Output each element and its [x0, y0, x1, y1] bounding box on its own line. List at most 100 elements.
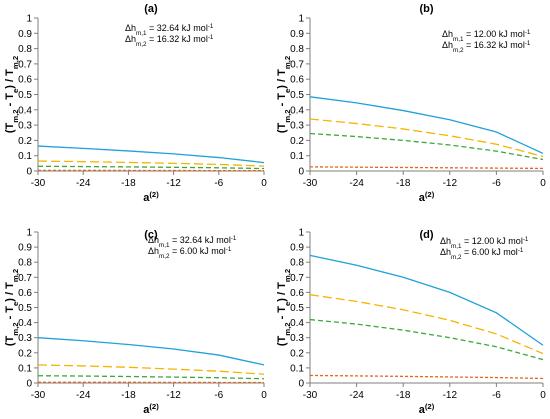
y-tick-label: 1	[298, 14, 304, 25]
annotation-dh-2: Δhm,2 = 6.00 kJ mol-1	[148, 246, 232, 260]
chart-panel-b: 0 0.1 0.2 0.3 0.4 0.5 0.6 0.7 0.8 0.9 1 -30 -24 -18 -1…	[276, 3, 546, 204]
series-line-1	[37, 145, 265, 164]
y-tick-label: 0.5	[290, 90, 304, 101]
y-tick-label: 0	[298, 379, 304, 390]
x-tick-label: -24	[349, 178, 364, 189]
x-tick-label: -12	[166, 390, 181, 401]
y-tick-label: 0.1	[290, 363, 304, 374]
y-tick-label: 0	[26, 379, 32, 390]
series-line-3	[309, 318, 544, 361]
series-line-1	[309, 254, 544, 346]
annotation-dh-2: Δhm,2 = 16.32 kJ mol-1	[125, 34, 214, 48]
chart-panel-c: 0 0.1 0.2 0.3 0.4 0.5 0.6 0.7 0.8 0.9 1 -30 -24 -18 -1…	[4, 228, 267, 417]
x-tick-label: -18	[396, 178, 411, 189]
y-tick-label: 0.9	[290, 29, 304, 40]
x-tick-label: -12	[443, 390, 458, 401]
panel-title: (d)	[419, 229, 433, 241]
y-tick-label: 0.1	[290, 151, 304, 162]
chart-panel-a: 0 0.1 0.2 0.3 0.4 0.5 0.6 0.7 0.8 0.9 1 -30 -24 -18 -1…	[4, 3, 267, 204]
x-tick-label: -18	[121, 178, 136, 189]
y-tick-label: 0.8	[290, 258, 304, 269]
series-line-3	[309, 132, 544, 161]
x-axis-label: a(2)	[143, 190, 159, 205]
y-tick-label: 0.6	[18, 75, 32, 86]
x-tick-label: -18	[396, 390, 411, 401]
x-tick-label: -6	[214, 178, 223, 189]
y-tick-label: 0.4	[18, 318, 32, 329]
series-line-2	[309, 294, 544, 355]
series-line-1	[37, 337, 265, 366]
series-line-3	[37, 165, 265, 170]
panel-title: (c)	[144, 229, 158, 241]
y-tick-label: 0.3	[290, 121, 304, 132]
x-tick-label: -6	[492, 178, 501, 189]
series-line-2	[37, 364, 265, 375]
x-tick-label: 0	[261, 178, 267, 189]
y-tick-label: 0.8	[18, 258, 32, 269]
y-tick-label: 0.6	[290, 288, 304, 299]
y-tick-label: 0.7	[290, 59, 304, 70]
y-tick-label: 0.6	[18, 288, 32, 299]
y-tick-label: 0	[26, 167, 32, 178]
y-tick-label: 0.2	[290, 136, 304, 147]
annotation-dh-1: Δhm,1 = 32.64 kJ mol-1	[148, 235, 237, 249]
y-tick-label: 0.3	[18, 121, 32, 132]
y-axis-label: (Tm,2 - Te) / Tm,2	[4, 269, 20, 346]
x-tick-label: -18	[121, 390, 136, 401]
x-tick-label: -24	[76, 178, 91, 189]
series-line-4	[309, 166, 544, 170]
y-tick-label: 1	[26, 14, 32, 25]
x-tick-label: -30	[303, 178, 318, 189]
y-tick-label: 0.5	[18, 90, 32, 101]
y-tick-label: 1	[26, 228, 32, 239]
annotation-dh-2: Δhm,2 = 6.00 kJ mol-1	[440, 247, 524, 261]
x-axis-label: a(2)	[143, 402, 159, 417]
y-tick-label: 0.7	[290, 273, 304, 284]
series-line-2	[37, 160, 265, 167]
y-tick-label: 0.9	[18, 29, 32, 40]
x-tick-label: -24	[349, 390, 364, 401]
y-tick-label: 0.1	[18, 363, 32, 374]
series-line-2	[309, 118, 544, 158]
y-tick-label: 0.9	[18, 243, 32, 254]
annotation-dh-1: Δhm,1 = 12.00 kJ mol-1	[440, 236, 529, 250]
y-tick-label: 0.4	[18, 105, 32, 116]
y-tick-label: 0.2	[18, 348, 32, 359]
y-tick-label: 0.5	[18, 303, 32, 314]
x-tick-label: 0	[540, 390, 546, 401]
x-tick-label: -30	[303, 390, 318, 401]
x-tick-label: -24	[76, 390, 91, 401]
y-tick-label: 0.3	[18, 333, 32, 344]
x-tick-label: 0	[261, 390, 267, 401]
y-tick-label: 0.4	[290, 105, 304, 116]
y-tick-label: 0.4	[290, 318, 304, 329]
y-tick-label: 0.7	[18, 59, 32, 70]
y-tick-label: 0.8	[290, 44, 304, 55]
y-tick-label: 0.2	[290, 348, 304, 359]
y-tick-label: 0	[298, 167, 304, 178]
annotation-dh-2: Δhm,2 = 16.32 kJ mol-1	[442, 40, 531, 54]
panel-title: (a)	[144, 3, 158, 15]
series-line-3	[37, 375, 265, 380]
y-axis-label: (Tm,2 - Te) / Tm,2	[4, 56, 20, 133]
annotation-dh-1: Δhm,1 = 32.64 kJ mol-1	[125, 23, 214, 37]
x-tick-label: -12	[166, 178, 181, 189]
chart-panel-d: 0 0.1 0.2 0.3 0.4 0.5 0.6 0.7 0.8 0.9 1 -30 -24 -18 -1…	[276, 228, 546, 417]
y-tick-label: 0.2	[18, 136, 32, 147]
x-tick-label: -30	[31, 178, 46, 189]
x-axis-label: a(2)	[419, 402, 435, 417]
y-tick-label: 1	[298, 228, 304, 239]
x-tick-label: 0	[540, 178, 546, 189]
x-tick-label: -30	[31, 390, 46, 401]
y-tick-label: 0.5	[290, 303, 304, 314]
y-tick-label: 0.9	[290, 243, 304, 254]
series-line-1	[309, 96, 544, 155]
y-axis-label: (Tm,2 - Te) / Tm,2	[276, 269, 292, 346]
annotation-dh-1: Δhm,1 = 12.00 kJ mol-1	[442, 29, 531, 43]
y-tick-label: 0.1	[18, 151, 32, 162]
y-tick-label: 0.6	[290, 75, 304, 86]
x-axis-label: a(2)	[419, 190, 435, 205]
x-tick-label: -6	[492, 390, 501, 401]
panel-title: (b)	[419, 3, 433, 15]
